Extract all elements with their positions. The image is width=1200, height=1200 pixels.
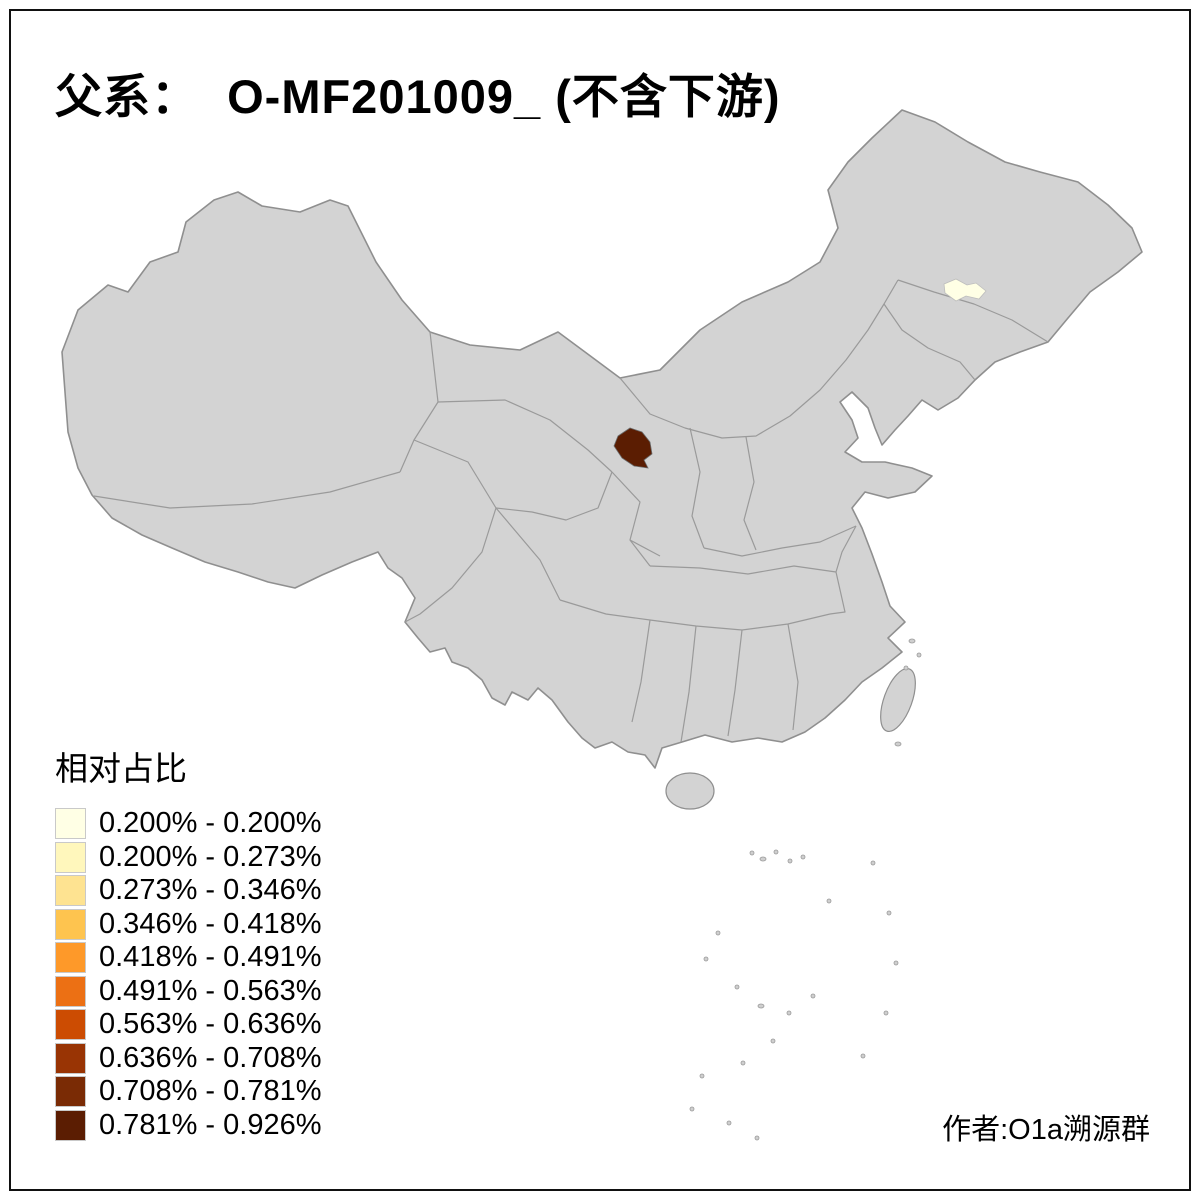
legend-item: 0.200% - 0.273%: [55, 840, 322, 873]
legend-swatch: [55, 1042, 86, 1074]
legend-swatch: [55, 942, 86, 973]
author-credit: 作者:O1a溯源群: [942, 1114, 1150, 1146]
highlight-region-palest: [943, 278, 987, 302]
legend-item: 0.200% - 0.200%: [55, 807, 322, 839]
legend-label: 0.781% - 0.926%: [99, 1108, 322, 1141]
legend-label: 0.491% - 0.563%: [99, 974, 322, 1007]
legend-swatch: [55, 908, 86, 940]
legend-swatch: [55, 1076, 86, 1107]
legend-label: 0.708% - 0.781%: [99, 1075, 322, 1107]
legend-swatch: [55, 1009, 86, 1040]
legend-item: 0.491% - 0.563%: [55, 974, 322, 1007]
legend-title: 相对占比: [55, 750, 187, 787]
legend: 相对占比 0.200% - 0.200% 0.200% - 0.273% 0.2…: [55, 742, 321, 1143]
legend-label: 0.418% - 0.491%: [99, 941, 322, 973]
legend-item: 0.708% - 0.781%: [55, 1075, 322, 1107]
taiwan-island: [880, 668, 916, 732]
page-title: 父系： O-MF201009_ (不含下游): [55, 70, 781, 123]
legend-label: 0.200% - 0.273%: [99, 840, 322, 873]
highlight-region-darkest: [613, 427, 653, 469]
legend-label: 0.273% - 0.346%: [99, 874, 322, 906]
legend-swatch: [55, 808, 86, 839]
legend-label: 0.636% - 0.708%: [99, 1041, 322, 1074]
province-borders: [93, 279, 1049, 743]
legend-swatch: [55, 841, 86, 873]
legend-item: 0.563% - 0.636%: [55, 1008, 322, 1040]
legend-item: 0.636% - 0.708%: [55, 1041, 322, 1074]
legend-swatch: [55, 1109, 86, 1141]
legend-item: 0.418% - 0.491%: [55, 941, 322, 973]
legend-swatch: [55, 975, 86, 1007]
legend-item: 0.273% - 0.346%: [55, 874, 322, 906]
legend-item: 0.781% - 0.926%: [55, 1108, 322, 1141]
legend-label: 0.200% - 0.200%: [99, 807, 322, 839]
legend-label: 0.563% - 0.636%: [99, 1008, 322, 1040]
hainan-island: [665, 772, 715, 810]
legend-label: 0.346% - 0.418%: [99, 907, 322, 940]
legend-swatch: [55, 875, 86, 906]
china-mainland: [61, 109, 1143, 769]
legend-item: 0.346% - 0.418%: [55, 907, 322, 940]
south-china-sea-islands: [689, 638, 922, 1141]
